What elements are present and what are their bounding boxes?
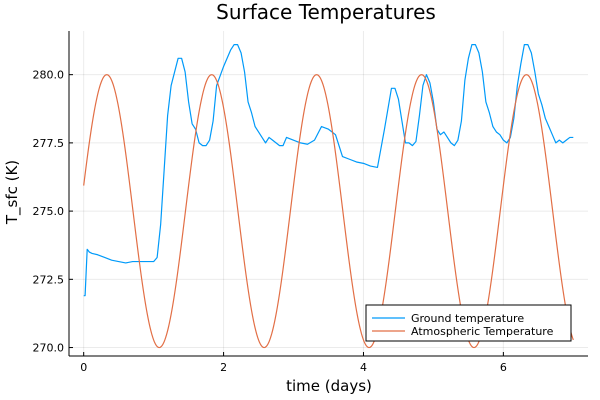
x-axis-label: time (days) [286, 377, 372, 395]
y-axis-label: T_sfc (K) [3, 160, 22, 225]
series-line-atmospheric-temperature [83, 74, 574, 349]
y-tick-label: 277.5 [33, 137, 65, 150]
x-tick-label: 0 [80, 361, 87, 374]
grid [69, 31, 588, 356]
y-tick-label: 272.5 [33, 273, 65, 286]
y-tick-label: 275.0 [33, 205, 65, 218]
legend-box [365, 304, 572, 342]
x-tick-label: 4 [360, 361, 367, 374]
legend: Ground temperature Atmospheric Temperatu… [365, 304, 572, 342]
legend-label-atmospheric: Atmospheric Temperature [411, 325, 554, 338]
x-tick-label: 6 [500, 361, 507, 374]
legend-label-ground: Ground temperature [411, 312, 524, 325]
y-tick-label: 270.0 [33, 342, 65, 355]
y-tick-label: 280.0 [33, 69, 65, 82]
chart-title: Surface Temperatures [216, 0, 436, 24]
axes [68, 31, 588, 357]
series-line-ground-temperature [83, 44, 574, 297]
tick-labels: 0 2 4 6 270.0 272.5 275.0 277.5 280.0 [33, 69, 507, 374]
x-tick-label: 2 [220, 361, 227, 374]
series-layer [83, 44, 574, 349]
